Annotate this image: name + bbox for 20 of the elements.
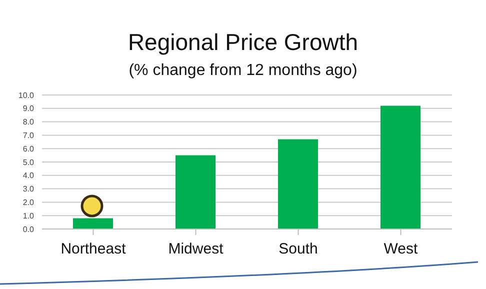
y-tick-label: 1.0 — [22, 211, 35, 220]
y-tick-label: 5.0 — [22, 158, 35, 167]
x-tick-label: West — [384, 240, 419, 258]
x-tick-label: Midwest — [168, 240, 224, 258]
y-tick-label: 6.0 — [22, 144, 35, 154]
y-tick-label: 9.0 — [22, 104, 35, 114]
x-tick-label: Northeast — [60, 240, 127, 258]
chart-subtitle: (% change from 12 months ago) — [128, 62, 358, 80]
y-tick-label: 10.0 — [18, 90, 35, 100]
y-tick-label: 0.0 — [22, 224, 35, 234]
bar — [380, 106, 420, 229]
y-tick-label: 2.0 — [22, 198, 35, 208]
chart-title: Regional Price Growth — [126, 29, 360, 56]
y-tick-label: 7.0 — [22, 131, 35, 140]
bar — [176, 155, 216, 229]
bar — [278, 139, 318, 229]
y-tick-label: 8.0 — [22, 118, 35, 127]
x-tick-label: South — [278, 240, 318, 258]
y-tick-label: 4.0 — [22, 171, 35, 180]
y-tick-label: 3.0 — [22, 184, 35, 194]
